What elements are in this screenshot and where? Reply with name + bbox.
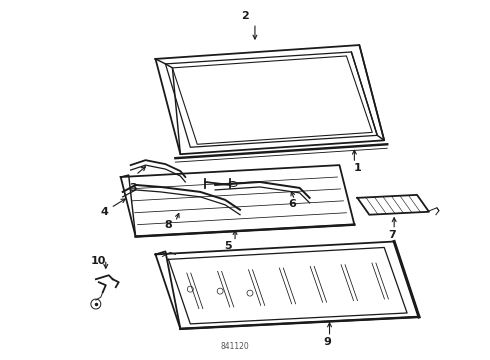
Text: 9: 9: [323, 337, 331, 347]
Text: 841120: 841120: [220, 342, 249, 351]
Text: 7: 7: [388, 230, 396, 239]
Text: 1: 1: [353, 163, 361, 173]
Text: 4: 4: [101, 207, 109, 217]
Text: 5: 5: [224, 242, 232, 252]
Text: 8: 8: [165, 220, 172, 230]
Text: 6: 6: [288, 199, 295, 209]
Text: 10: 10: [91, 256, 106, 266]
Text: 3: 3: [129, 183, 136, 193]
Text: 2: 2: [241, 11, 249, 21]
